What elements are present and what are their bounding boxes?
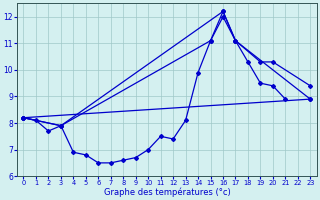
X-axis label: Graphe des températures (°c): Graphe des températures (°c) (104, 187, 230, 197)
